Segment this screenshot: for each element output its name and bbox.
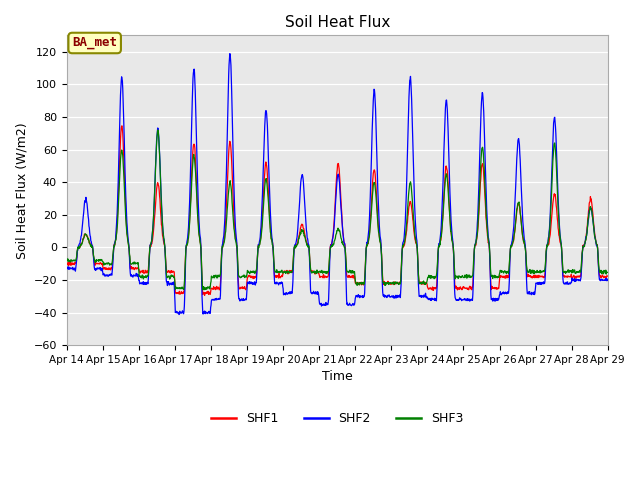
X-axis label: Time: Time bbox=[322, 371, 353, 384]
Title: Soil Heat Flux: Soil Heat Flux bbox=[285, 15, 390, 30]
Text: BA_met: BA_met bbox=[72, 36, 117, 49]
Legend: SHF1, SHF2, SHF3: SHF1, SHF2, SHF3 bbox=[206, 407, 468, 430]
Y-axis label: Soil Heat Flux (W/m2): Soil Heat Flux (W/m2) bbox=[15, 122, 28, 259]
